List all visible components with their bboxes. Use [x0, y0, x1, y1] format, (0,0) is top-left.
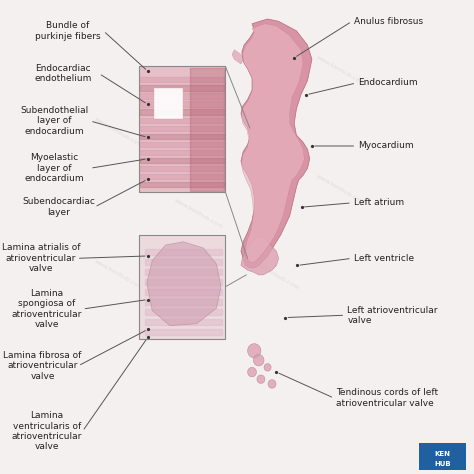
Text: www.kenhub.com: www.kenhub.com	[316, 55, 366, 87]
Polygon shape	[241, 237, 279, 275]
Text: Myocardium: Myocardium	[358, 142, 414, 150]
Text: Lamina fibrosa of
atrioventricular
valve: Lamina fibrosa of atrioventricular valve	[3, 351, 82, 381]
Text: www.kenhub.com: www.kenhub.com	[93, 117, 144, 149]
Circle shape	[257, 375, 265, 383]
Text: www.kenhub.com: www.kenhub.com	[173, 69, 224, 101]
Circle shape	[254, 355, 264, 366]
FancyBboxPatch shape	[155, 88, 183, 118]
Text: Anulus fibrosus: Anulus fibrosus	[354, 17, 423, 26]
Bar	[139, 66, 226, 192]
Polygon shape	[241, 24, 304, 262]
Text: HUB: HUB	[434, 461, 451, 466]
Text: KEN: KEN	[435, 451, 450, 457]
Text: www.kenhub.com: www.kenhub.com	[249, 259, 300, 291]
Text: Subendocardiac
layer: Subendocardiac layer	[22, 198, 95, 217]
Circle shape	[264, 364, 271, 371]
Text: Endocardiac
endothelium: Endocardiac endothelium	[35, 64, 92, 83]
Text: Left atrioventricular
valve: Left atrioventricular valve	[347, 306, 438, 325]
Text: Tendinous cords of left
atrioventricular valve: Tendinous cords of left atrioventricular…	[337, 389, 438, 408]
Text: Lamina atrialis of
atrioventricular
valve: Lamina atrialis of atrioventricular valv…	[2, 244, 81, 273]
Bar	[139, 235, 226, 339]
Text: Lamina
spongiosa of
atrioventricular
valve: Lamina spongiosa of atrioventricular val…	[12, 289, 82, 329]
Polygon shape	[147, 242, 221, 326]
Text: Endocardium: Endocardium	[358, 79, 418, 87]
Text: www.kenhub.com: www.kenhub.com	[173, 197, 224, 229]
Text: www.kenhub.com: www.kenhub.com	[316, 173, 366, 206]
Circle shape	[247, 367, 256, 377]
Bar	[419, 443, 466, 470]
Circle shape	[247, 344, 261, 358]
Text: Bundle of
purkinje fibers: Bundle of purkinje fibers	[35, 21, 100, 40]
Text: Left ventricle: Left ventricle	[354, 254, 414, 263]
Polygon shape	[241, 19, 312, 268]
Text: www.kenhub.com: www.kenhub.com	[249, 117, 300, 149]
Text: Subendothelial
layer of
endocardium: Subendothelial layer of endocardium	[20, 106, 89, 136]
Text: Myoelastic
layer of
endocardium: Myoelastic layer of endocardium	[25, 154, 84, 183]
Polygon shape	[232, 50, 243, 64]
Text: www.kenhub.com: www.kenhub.com	[93, 259, 144, 291]
Text: Lamina
ventricularis of
atrioventricular
valve: Lamina ventricularis of atrioventricular…	[12, 411, 82, 451]
Circle shape	[268, 380, 276, 388]
Text: Left atrium: Left atrium	[354, 199, 404, 207]
